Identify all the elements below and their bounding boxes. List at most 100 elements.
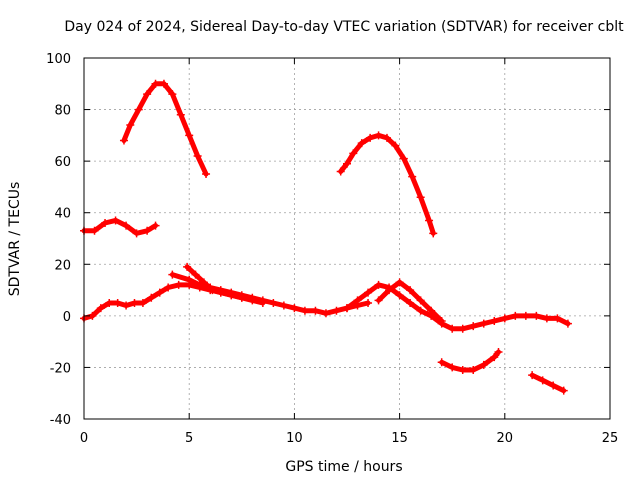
data-point <box>366 133 375 142</box>
x-tick-label: 5 <box>185 431 193 446</box>
data-point <box>391 141 400 150</box>
data-point <box>168 270 177 279</box>
series-arc-b <box>121 81 209 177</box>
data-point <box>374 296 383 305</box>
data-point <box>248 296 257 305</box>
data-point <box>494 347 503 356</box>
data-point <box>134 105 143 114</box>
data-point <box>559 386 568 395</box>
data-series <box>80 79 572 395</box>
data-point <box>532 311 541 320</box>
data-point <box>113 298 122 307</box>
y-axis-label: SDTVAR / TECUs <box>7 182 23 297</box>
y-tick-label: 40 <box>54 207 71 222</box>
data-point <box>105 298 114 307</box>
data-point <box>490 353 499 362</box>
data-point <box>427 306 436 315</box>
data-point <box>479 319 488 328</box>
data-point <box>193 151 202 160</box>
x-axis-label: GPS time / hours <box>285 459 402 475</box>
data-point <box>164 283 173 292</box>
data-point <box>155 288 164 297</box>
data-point <box>406 298 415 307</box>
data-point <box>269 298 278 307</box>
series-arc-c <box>338 132 436 236</box>
data-point <box>374 280 383 289</box>
data-point <box>425 216 434 225</box>
data-point <box>408 172 417 181</box>
data-point <box>382 133 391 142</box>
data-point <box>119 136 128 145</box>
data-point <box>448 324 457 333</box>
x-tick-label: 20 <box>497 431 514 446</box>
data-point <box>353 296 362 305</box>
data-point <box>349 149 358 158</box>
data-point <box>122 221 131 230</box>
data-point <box>448 363 457 372</box>
data-point <box>174 280 183 289</box>
data-point <box>216 288 225 297</box>
data-point <box>199 278 208 287</box>
data-point <box>406 286 415 295</box>
data-point <box>130 298 139 307</box>
data-point <box>437 358 446 367</box>
data-point <box>151 221 160 230</box>
series-arc-g <box>344 282 571 332</box>
data-point <box>395 291 404 300</box>
data-point <box>258 298 267 307</box>
data-point <box>528 371 537 380</box>
data-point <box>416 306 425 315</box>
data-point <box>185 275 194 284</box>
chart-title: Day 024 of 2024, Sidereal Day-to-day VTE… <box>64 19 624 35</box>
data-point <box>202 170 211 179</box>
data-point <box>132 229 141 238</box>
y-tick-label: 100 <box>46 52 71 67</box>
data-point <box>458 366 467 375</box>
data-point <box>429 229 438 238</box>
data-point <box>479 360 488 369</box>
data-point <box>300 306 309 315</box>
data-point <box>126 121 135 130</box>
data-point <box>122 301 131 310</box>
grid <box>84 58 610 419</box>
data-point <box>416 296 425 305</box>
data-point <box>111 216 120 225</box>
x-tick-label: 15 <box>391 431 408 446</box>
data-point <box>500 314 509 323</box>
data-point <box>332 306 341 315</box>
y-tick-label: -20 <box>50 361 71 376</box>
data-point <box>549 381 558 390</box>
data-point <box>458 324 467 333</box>
data-point <box>159 79 168 88</box>
data-point <box>151 79 160 88</box>
x-tick-label: 10 <box>286 431 303 446</box>
data-point <box>437 317 446 326</box>
data-point <box>469 322 478 331</box>
data-point <box>343 304 351 313</box>
data-point <box>143 90 152 99</box>
data-point <box>237 293 246 302</box>
data-point <box>364 298 373 307</box>
data-point <box>208 286 217 295</box>
x-tick-label: 25 <box>602 431 619 446</box>
data-point <box>538 376 547 385</box>
data-point <box>147 293 156 302</box>
data-point <box>101 219 110 228</box>
data-point <box>143 226 152 235</box>
data-point <box>385 286 394 295</box>
data-point <box>416 193 425 202</box>
y-tick-label: 80 <box>54 104 71 119</box>
data-point <box>553 314 562 323</box>
data-point <box>563 319 572 328</box>
data-point <box>138 298 147 307</box>
data-point <box>195 280 204 289</box>
data-point <box>227 291 236 300</box>
data-point <box>374 131 383 140</box>
data-point <box>357 139 366 148</box>
plot-frame <box>83 57 611 420</box>
data-point <box>364 288 373 297</box>
data-point <box>511 311 520 320</box>
data-point <box>176 110 185 119</box>
y-tick-label: 0 <box>63 310 71 325</box>
data-point <box>168 90 177 99</box>
